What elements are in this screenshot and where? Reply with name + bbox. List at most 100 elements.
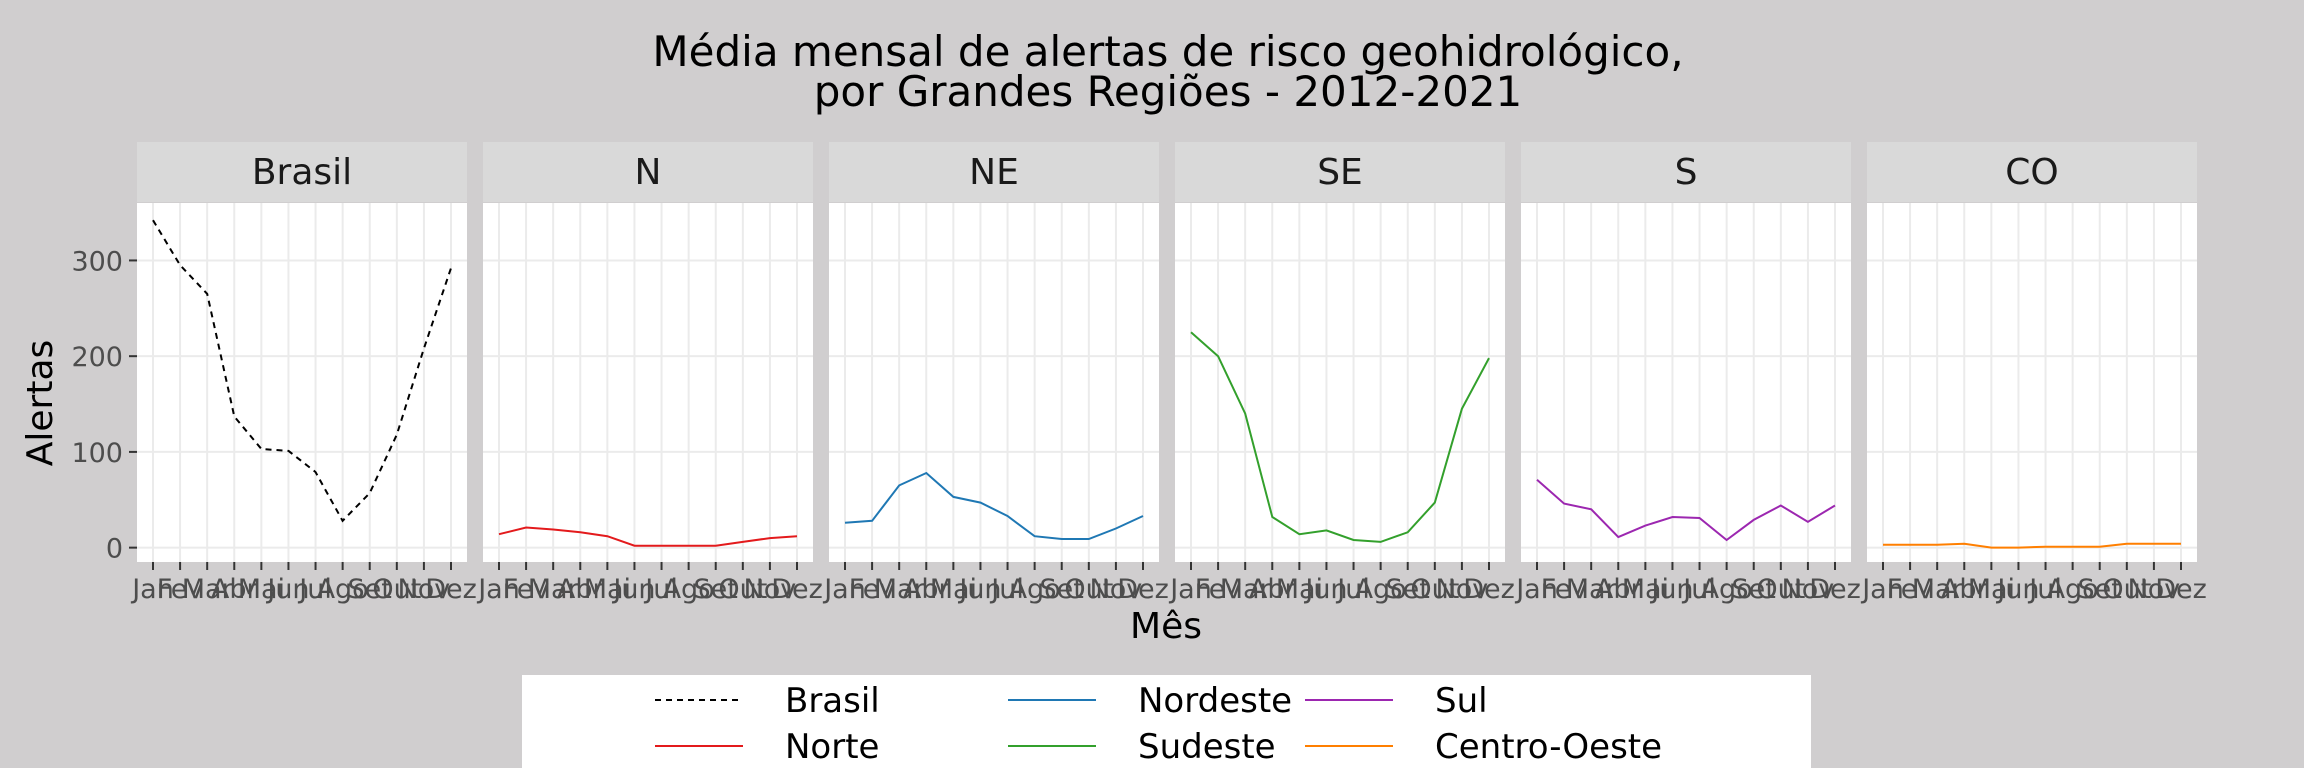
x-tick-label: Mai [1622, 574, 1669, 605]
facet-strip-label: S [1675, 152, 1698, 193]
facet-panels: BrasilJanFevMarAbrMaiJunJulAgoSetOutNovD… [130, 142, 2207, 605]
x-tick-label: Nov [1436, 574, 1489, 605]
x-tick-label: Jan [130, 574, 174, 605]
x-tick-label: Jun [1303, 574, 1347, 605]
x-tick-label: Nov [1782, 574, 1835, 605]
x-tick-label: Jul [643, 574, 678, 605]
x-tick-label: Out [1410, 574, 1459, 605]
x-tick-label: Dez [1117, 574, 1169, 605]
y-axis-title: Alertas [20, 340, 61, 467]
legend-item-sul: Sul [1305, 681, 1488, 721]
x-tick-label: Jun [611, 574, 655, 605]
facet-strip-label: SE [1317, 152, 1363, 193]
y-axis: 0 100 200 300 [71, 246, 137, 565]
x-tick-label: Out [1064, 574, 1113, 605]
x-tick-label: Mai [1276, 574, 1323, 605]
y-tick-label: 200 [71, 342, 123, 373]
x-tick-label: Jan [476, 574, 520, 605]
x-tick-label: Mar [1912, 574, 1964, 605]
x-tick-label: Ago [1009, 574, 1061, 605]
y-tick-label: 100 [71, 438, 123, 469]
x-tick-label: Set [1732, 574, 1776, 605]
panel-background [1175, 203, 1505, 562]
series-line-nordeste [844, 471, 1144, 540]
x-tick-label: Set [694, 574, 738, 605]
x-tick-label: Dez [1463, 574, 1515, 605]
x-tick-label: Fev [503, 574, 550, 605]
panel-background [483, 203, 813, 562]
x-tick-label: Jul [989, 574, 1024, 605]
legend-item-sudeste: Sudeste [1008, 727, 1276, 767]
x-tick-label: Fev [157, 574, 204, 605]
x-tick-label: Jun [265, 574, 309, 605]
x-tick-label: Jun [957, 574, 1001, 605]
legend-label: Sudeste [1138, 727, 1276, 767]
x-tick-label: Jul [1335, 574, 1370, 605]
x-tick-label: Fev [849, 574, 896, 605]
x-tick-label: Mar [1566, 574, 1618, 605]
legend-label: Norte [785, 727, 879, 767]
x-tick-label: Jul [1681, 574, 1716, 605]
facet-strip [483, 142, 813, 202]
series-line-sudeste [1190, 331, 1490, 543]
series-line-norte [498, 526, 798, 547]
x-tick-label: Abr [1249, 574, 1297, 605]
x-tick-label: Dez [2155, 574, 2207, 605]
x-tick-label: Abr [557, 574, 605, 605]
panel-background [1521, 203, 1851, 562]
panel-background [1867, 203, 2197, 562]
legend-label: Nordeste [1138, 681, 1292, 721]
x-tick-label: Jan [1860, 574, 1904, 605]
x-tick-label: Nov [1090, 574, 1143, 605]
panel-background [829, 203, 1159, 562]
facet-strip-label: Brasil [252, 152, 352, 193]
legend-label: Brasil [785, 681, 880, 721]
x-tick-label: Jul [2027, 574, 2062, 605]
legend-item-nordeste: Nordeste [1008, 681, 1292, 721]
x-tick-label: Out [718, 574, 767, 605]
x-tick-label: Set [1040, 574, 1084, 605]
facet-strip [1175, 142, 1505, 202]
x-tick-label: Fev [1195, 574, 1242, 605]
chart-title-line-2: por Grandes Regiões - 2012-2021 [814, 67, 1523, 116]
x-tick-label: Mar [528, 574, 580, 605]
x-tick-label: Mai [584, 574, 631, 605]
x-tick-label: Jan [1168, 574, 1212, 605]
x-tick-label: Fev [1541, 574, 1588, 605]
facet-strip [1521, 142, 1851, 202]
legend-label: Centro-Oeste [1435, 727, 1662, 767]
x-tick-label: Ago [1355, 574, 1407, 605]
x-tick-label: Mar [182, 574, 234, 605]
series-line-sul [1536, 478, 1836, 542]
x-tick-label: Jan [822, 574, 866, 605]
x-tick-label: Ago [2047, 574, 2099, 605]
facet-strip [137, 142, 467, 202]
x-tick-label: Ago [663, 574, 715, 605]
legend-item-brasil: Brasil [655, 681, 880, 721]
x-tick-label: Mar [874, 574, 926, 605]
x-tick-label: Jul [297, 574, 332, 605]
x-tick-label: Nov [398, 574, 451, 605]
legend-item-centro-oeste: Centro-Oeste [1305, 727, 1662, 767]
x-tick-label: Set [2078, 574, 2122, 605]
x-tick-label: Out [372, 574, 421, 605]
legend-label: Sul [1435, 681, 1488, 721]
facet-strip [829, 142, 1159, 202]
x-tick-label: Abr [211, 574, 259, 605]
facet-strip-label: NE [969, 152, 1019, 193]
facet-brasil: Brasil JanFevMarAbrMaiJunJulAgoSetOutNovD… [130, 142, 477, 605]
x-tick-label: Out [1756, 574, 1805, 605]
x-tick-label: Nov [744, 574, 797, 605]
x-tick-label: Jun [1995, 574, 2039, 605]
legend: Brasil Nordeste Sul Norte Sudeste Centro-Oest… [522, 675, 1811, 768]
panel-background [137, 203, 467, 562]
chart-title-line-1: Média mensal de alertas de risco geohidr… [652, 27, 1683, 76]
facet-strip-label: N [635, 152, 662, 193]
y-tick-label: 0 [106, 534, 123, 565]
x-tick-label: Mar [1220, 574, 1272, 605]
